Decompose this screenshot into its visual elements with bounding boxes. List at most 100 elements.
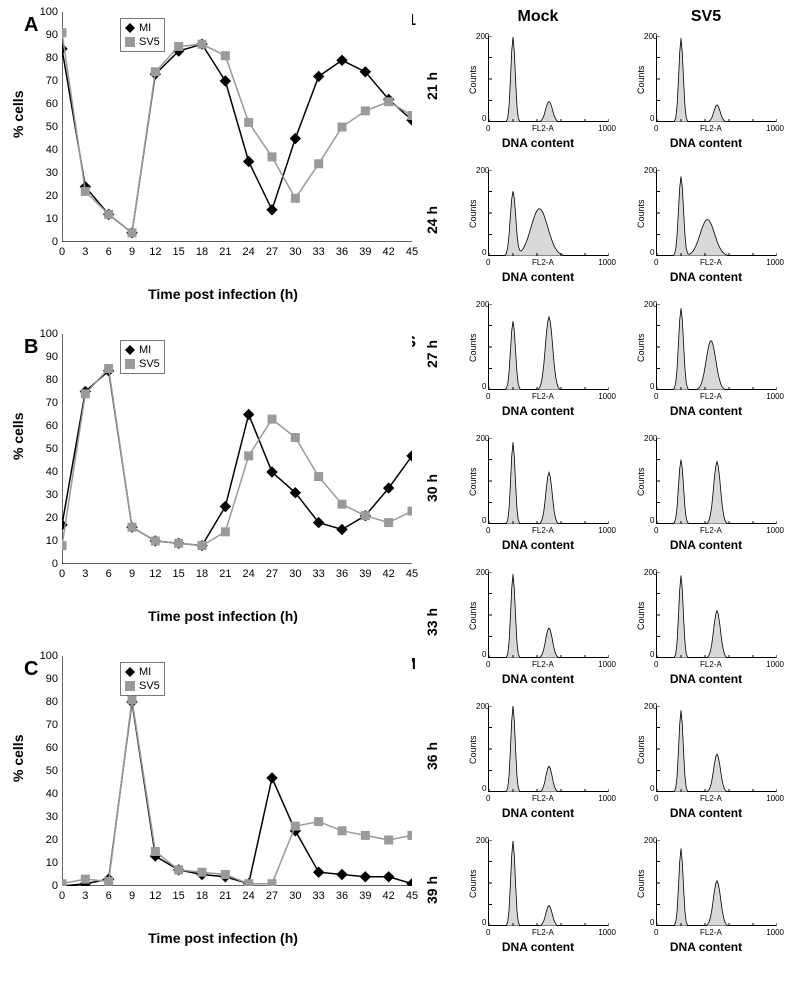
hist-fl2a-label: FL2-A xyxy=(532,526,554,535)
y-tick-label: 80 xyxy=(34,696,58,708)
hist-x-axis-label: DNA content xyxy=(454,270,622,284)
hist-ytick-max: 200 xyxy=(644,32,657,41)
series-marker-MI xyxy=(314,867,324,877)
legend-marker-icon xyxy=(125,359,135,369)
hist-x-axis-label: DNA content xyxy=(622,538,790,552)
y-tick-label: 70 xyxy=(34,719,58,731)
hist-cell-mock: Counts200001000FL2-ADNA content xyxy=(454,432,622,560)
series-marker-SV5 xyxy=(81,390,89,398)
series-marker-SV5 xyxy=(291,434,299,442)
series-marker-MI xyxy=(407,879,412,886)
series-marker-MI xyxy=(360,872,370,882)
legend-marker-icon xyxy=(125,662,135,672)
series-marker-SV5 xyxy=(245,452,253,460)
histogram-area xyxy=(489,191,609,256)
hist-x-axis-label: DNA content xyxy=(622,940,790,954)
hist-row-33-h: 33 hCounts200001000FL2-ADNA contentCount… xyxy=(454,566,790,694)
hist-counts-label: Counts xyxy=(636,735,646,764)
series-marker-MI xyxy=(337,525,347,535)
series-marker-SV5 xyxy=(315,160,323,168)
series-marker-SV5 xyxy=(268,880,276,886)
legend-label: SV5 xyxy=(139,35,160,49)
y-tick-label: 30 xyxy=(34,167,58,179)
hist-row-39-h: 39 hCounts200001000FL2-ADNA contentCount… xyxy=(454,834,790,962)
x-tick-label: 30 xyxy=(285,568,305,580)
hist-plot xyxy=(656,706,776,792)
y-axis-label: % cells xyxy=(10,735,26,782)
histogram-area xyxy=(489,841,609,926)
series-marker-SV5 xyxy=(175,43,183,51)
hist-counts-label: Counts xyxy=(468,65,478,94)
hist-ytick-max: 200 xyxy=(476,434,489,443)
hist-fl2a-label: FL2-A xyxy=(700,928,722,937)
hist-x-axis-label: DNA content xyxy=(622,270,790,284)
series-marker-SV5 xyxy=(62,542,66,550)
hist-counts-label: Counts xyxy=(468,869,478,898)
hist-row-21-h: 21 hCounts200001000FL2-ADNA contentCount… xyxy=(454,30,790,158)
hist-cell-sv5: Counts200001000FL2-ADNA content xyxy=(622,834,790,962)
x-tick-label: 45 xyxy=(402,890,422,902)
hist-x-axis-label: DNA content xyxy=(454,136,622,150)
histogram-area xyxy=(489,574,609,658)
hist-cell-sv5: Counts200001000FL2-ADNA content xyxy=(622,164,790,292)
hist-cell-sv5: Counts200001000FL2-ADNA content xyxy=(622,700,790,828)
hist-row-36-h: 36 hCounts200001000FL2-ADNA contentCount… xyxy=(454,700,790,828)
x-tick-label: 15 xyxy=(169,568,189,580)
x-tick-label: 45 xyxy=(402,568,422,580)
hist-ytick-min: 0 xyxy=(650,516,654,525)
hist-row-30-h: 30 hCounts200001000FL2-ADNA contentCount… xyxy=(454,432,790,560)
series-marker-MI xyxy=(244,157,254,167)
hist-cell-mock: Counts200001000FL2-ADNA content xyxy=(454,700,622,828)
series-marker-SV5 xyxy=(385,836,393,844)
series-marker-MI xyxy=(244,410,254,420)
hist-cell-mock: Counts200001000FL2-ADNA content xyxy=(454,30,622,158)
hist-ytick-max: 200 xyxy=(476,836,489,845)
x-tick-label: 12 xyxy=(145,568,165,580)
series-marker-SV5 xyxy=(105,210,113,218)
x-tick-label: 3 xyxy=(75,246,95,258)
series-marker-SV5 xyxy=(408,507,412,515)
hist-row-label: 27 h xyxy=(424,340,440,368)
hist-row-label: 21 h xyxy=(424,72,440,100)
hist-fl2a-label: FL2-A xyxy=(532,258,554,267)
hist-x-axis-label: DNA content xyxy=(454,940,622,954)
hist-xtick-max: 1000 xyxy=(598,794,616,803)
legend-item-MI: MI xyxy=(125,343,160,357)
y-tick-label: 20 xyxy=(34,512,58,524)
y-tick-label: 70 xyxy=(34,75,58,87)
series-marker-SV5 xyxy=(198,40,206,48)
x-tick-label: 6 xyxy=(99,246,119,258)
x-axis-label: Time post infection (h) xyxy=(8,608,438,624)
hist-plot xyxy=(488,572,608,658)
hist-plot xyxy=(656,438,776,524)
hist-plot xyxy=(488,840,608,926)
hist-x-axis-label: DNA content xyxy=(454,806,622,820)
histogram-area xyxy=(489,706,609,792)
hist-ytick-max: 200 xyxy=(644,702,657,711)
hist-fl2a-label: FL2-A xyxy=(532,392,554,401)
hist-xtick-min: 0 xyxy=(486,124,490,133)
histogram-area xyxy=(657,849,777,926)
hist-counts-label: Counts xyxy=(636,333,646,362)
hist-fl2a-label: FL2-A xyxy=(700,794,722,803)
y-tick-label: 40 xyxy=(34,144,58,156)
legend-marker-icon xyxy=(125,37,135,47)
series-marker-MI xyxy=(337,55,347,65)
hist-counts-label: Counts xyxy=(468,735,478,764)
histogram-area xyxy=(489,442,609,524)
series-marker-SV5 xyxy=(338,123,346,131)
y-tick-label: 50 xyxy=(34,765,58,777)
series-marker-SV5 xyxy=(221,52,229,60)
hist-counts-label: Counts xyxy=(468,199,478,228)
hist-counts-label: Counts xyxy=(636,199,646,228)
x-tick-label: 45 xyxy=(402,246,422,258)
hist-row-label: 39 h xyxy=(424,876,440,904)
hist-xtick-max: 1000 xyxy=(766,526,784,535)
hist-row-label: 24 h xyxy=(424,206,440,234)
histogram-area xyxy=(657,176,777,256)
series-marker-SV5 xyxy=(105,877,113,885)
hist-ytick-max: 200 xyxy=(476,32,489,41)
hist-xtick-max: 1000 xyxy=(598,928,616,937)
series-marker-SV5 xyxy=(338,500,346,508)
hist-x-axis-label: DNA content xyxy=(622,806,790,820)
